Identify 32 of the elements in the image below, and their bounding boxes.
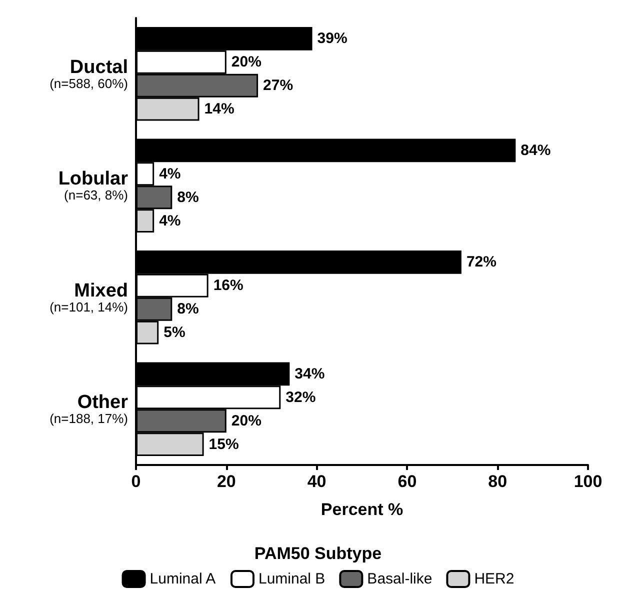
- x-tick-label: 0: [131, 472, 141, 491]
- data-label: 72%: [466, 254, 496, 271]
- data-label: 84%: [520, 142, 551, 159]
- legend-label: Luminal A: [150, 570, 216, 588]
- x-tick-label: 20: [216, 472, 236, 491]
- x-tick-label: 60: [398, 472, 417, 491]
- y-tick-label: Other (n=188, 17%): [50, 392, 129, 426]
- y-tick-label: Lobular (n=63, 8%): [58, 168, 129, 203]
- x-tick-label: 100: [574, 472, 602, 491]
- data-label: 8%: [177, 188, 199, 206]
- data-label: 15%: [208, 436, 239, 453]
- legend-label: Luminal B: [258, 570, 326, 588]
- x-tick-label: 40: [307, 472, 326, 491]
- data-label: 4%: [159, 165, 181, 182]
- legend-title: PAM50 Subtype: [254, 544, 382, 563]
- data-label: 16%: [213, 277, 244, 294]
- legend-label: HER2: [474, 570, 514, 588]
- y-tick-label: Mixed (n=101, 14%): [50, 280, 128, 314]
- data-label: 20%: [231, 412, 262, 430]
- legend-label: Basal-like: [367, 570, 432, 588]
- x-tick-label: 80: [488, 472, 508, 491]
- data-label: 5%: [164, 324, 186, 342]
- data-label: 8%: [177, 300, 199, 318]
- data-label: 4%: [159, 212, 181, 230]
- data-label: 14%: [204, 100, 234, 118]
- y-tick-label: Ductal (n=588, 60%): [50, 56, 128, 91]
- x-axis-title: Percent %: [320, 500, 404, 519]
- data-label: 27%: [263, 77, 294, 94]
- data-label: 20%: [231, 54, 262, 71]
- data-label: 32%: [286, 388, 316, 406]
- data-label: 34%: [294, 365, 325, 382]
- data-label: 39%: [317, 30, 348, 48]
